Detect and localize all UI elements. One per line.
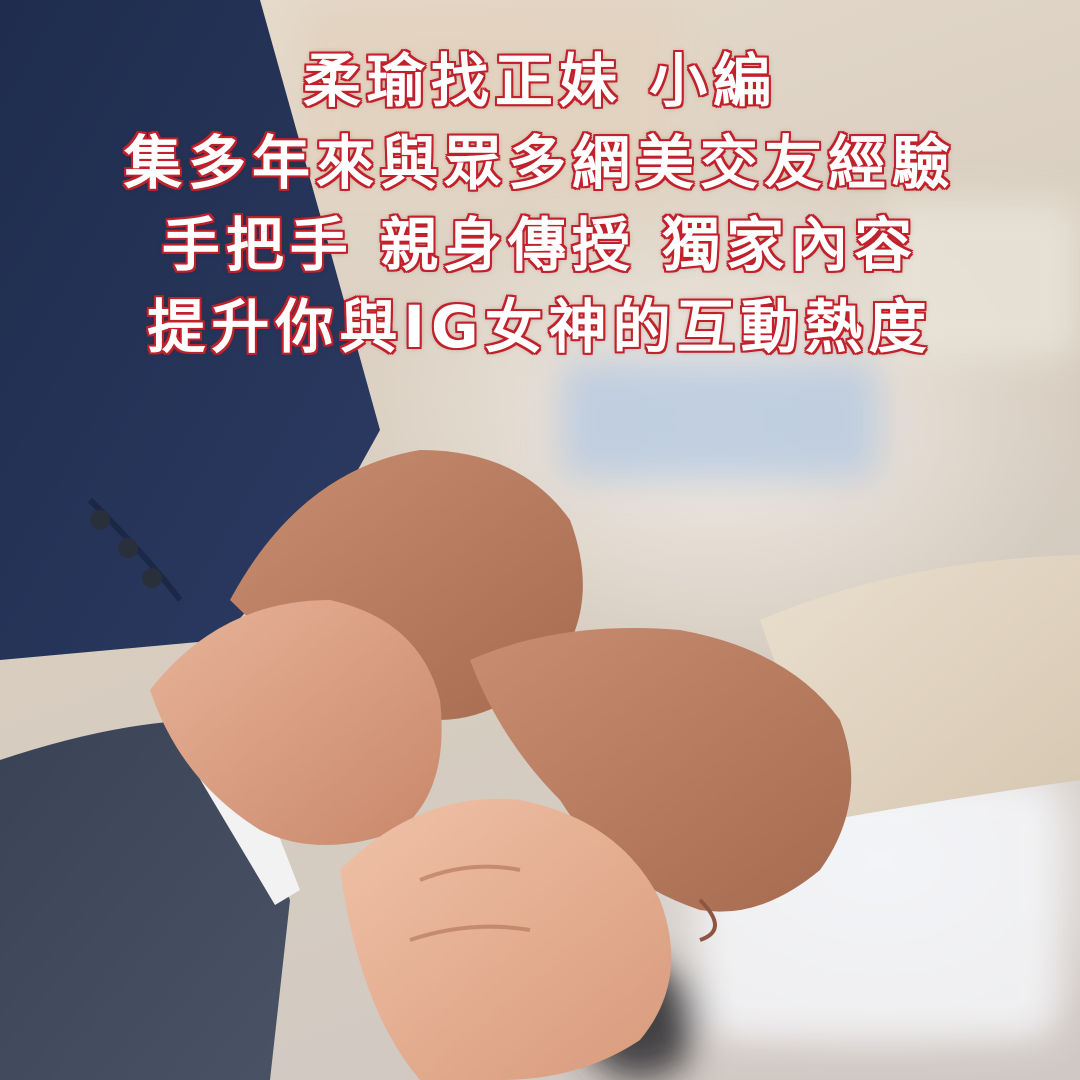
caption-line-2: 集多年來與眾多網美交友經驗 [123, 129, 956, 197]
caption-line-4: 提升你與IG女神的互動熱度 [147, 293, 933, 361]
caption-line-3: 手把手 親身傳授 獨家內容 [161, 211, 919, 279]
promo-caption: 柔瑜找正妹 小編 集多年來與眾多網美交友經驗 手把手 親身傳授 獨家內容 提升你… [0, 40, 1080, 368]
caption-line-1: 柔瑜找正妹 小編 [302, 47, 778, 115]
